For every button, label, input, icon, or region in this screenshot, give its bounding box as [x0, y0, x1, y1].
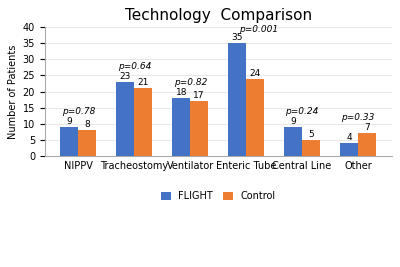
Text: 4: 4 [346, 133, 352, 142]
Title: Technology  Comparison: Technology Comparison [125, 8, 312, 23]
Bar [78, 130, 96, 156]
Text: p=0.24: p=0.24 [285, 107, 319, 116]
Bar [302, 140, 320, 156]
Bar [60, 127, 78, 156]
Bar [340, 143, 358, 156]
Text: 9: 9 [290, 117, 296, 126]
Text: 18: 18 [176, 88, 187, 97]
Text: p=0.33: p=0.33 [341, 113, 375, 122]
Text: 7: 7 [364, 123, 370, 132]
Text: 5: 5 [308, 130, 314, 139]
Text: 23: 23 [120, 72, 131, 81]
Bar [228, 43, 246, 156]
Text: p=0.001: p=0.001 [239, 25, 278, 34]
Text: 21: 21 [138, 78, 149, 87]
Bar [172, 98, 190, 156]
Bar [284, 127, 302, 156]
Text: 35: 35 [232, 33, 243, 42]
Bar [190, 101, 208, 156]
Text: 8: 8 [84, 120, 90, 129]
Text: p=0.78: p=0.78 [62, 107, 95, 116]
Legend: FLIGHT, Control: FLIGHT, Control [157, 187, 279, 205]
Bar [116, 82, 134, 156]
Text: 17: 17 [194, 91, 205, 100]
Y-axis label: Number of Patients: Number of Patients [8, 44, 18, 139]
Text: 24: 24 [250, 69, 261, 78]
Text: p=0.82: p=0.82 [174, 78, 207, 87]
Text: p=0.64: p=0.64 [118, 62, 151, 71]
Bar [358, 133, 376, 156]
Bar [134, 88, 152, 156]
Bar [246, 79, 264, 156]
Text: 9: 9 [66, 117, 72, 126]
